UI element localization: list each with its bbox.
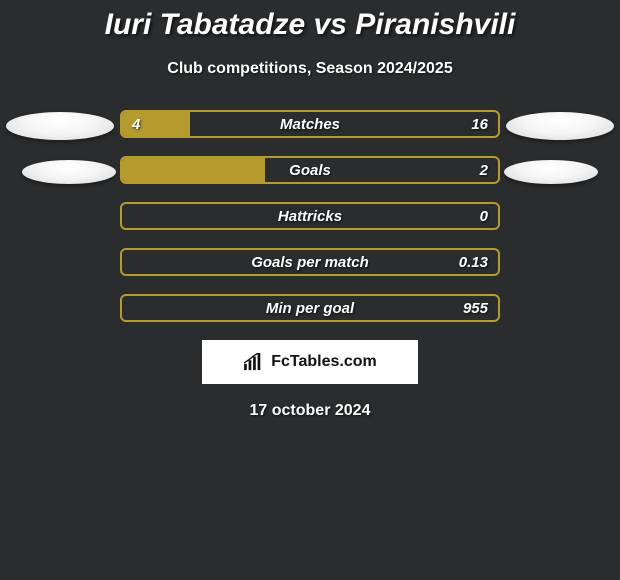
branding-logo: FcTables.com — [202, 340, 418, 384]
stat-right-value: 955 — [463, 296, 488, 320]
player-left-avatar — [6, 112, 114, 140]
stat-row: 4Matches16 — [120, 110, 500, 138]
stat-row: Goals2 — [120, 156, 500, 184]
stat-label: Goals per match — [122, 250, 498, 274]
subtitle: Club competitions, Season 2024/2025 — [0, 60, 620, 78]
stat-label: Matches — [122, 112, 498, 136]
stat-label: Min per goal — [122, 296, 498, 320]
logo-text: FcTables.com — [271, 353, 377, 371]
player-right-avatar — [506, 112, 614, 140]
stat-right-value: 0.13 — [459, 250, 488, 274]
player-right-shadow — [504, 160, 598, 184]
player-left-shadow — [22, 160, 116, 184]
bar-chart-icon — [243, 353, 265, 371]
comparison-chart: 4Matches16 Goals2 Hattricks0 Goals per matc… — [0, 110, 620, 322]
stat-label: Goals — [122, 158, 498, 182]
date-line: 17 october 2024 — [0, 402, 620, 420]
stat-right-value: 16 — [471, 112, 488, 136]
stat-row: Hattricks0 — [120, 202, 500, 230]
stat-row: Goals per match0.13 — [120, 248, 500, 276]
page-title: Iuri Tabatadze vs Piranishvili — [0, 0, 620, 42]
stat-right-value: 2 — [480, 158, 488, 182]
stat-row: Min per goal955 — [120, 294, 500, 322]
stat-label: Hattricks — [122, 204, 498, 228]
stat-right-value: 0 — [480, 204, 488, 228]
